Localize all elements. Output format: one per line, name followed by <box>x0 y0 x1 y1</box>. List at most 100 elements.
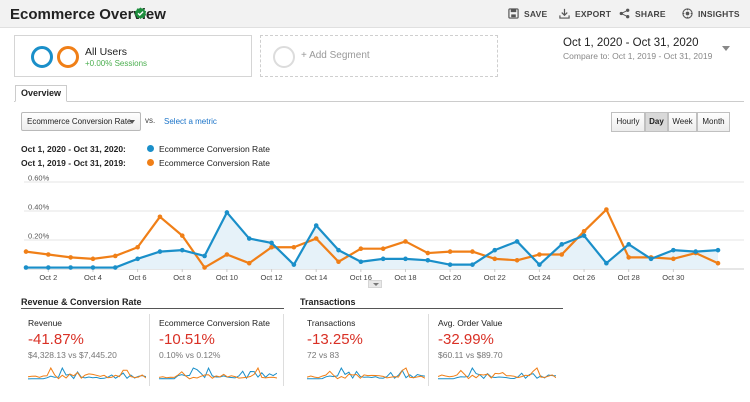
metric-card-revenue[interactable]: Revenue -41.87% $4,328.13 vs $7,445.20 <box>28 314 150 386</box>
date-range-dropdown-icon[interactable] <box>722 46 730 51</box>
metric-card-label: Transactions <box>307 318 356 328</box>
group-title-revenue: Revenue & Conversion Rate <box>21 297 142 307</box>
data-point-compare <box>537 252 542 257</box>
metric-card-label: Ecommerce Conversion Rate <box>159 318 271 328</box>
segment-all-users[interactable]: All Users +0.00% Sessions <box>14 35 252 77</box>
x-tick-label: Oct 30 <box>662 273 684 282</box>
legend-compare-swatch <box>147 159 154 166</box>
y-tick-label: 0.20% <box>28 232 50 241</box>
group-divider-transactions <box>300 308 563 309</box>
insights-label: INSIGHTS <box>698 8 740 19</box>
data-point-current <box>447 262 453 267</box>
data-point-current <box>380 256 386 262</box>
data-point-current <box>425 258 431 263</box>
data-point-current <box>135 256 140 262</box>
insights-button[interactable]: INSIGHTS <box>682 8 740 19</box>
data-point-compare <box>90 256 96 262</box>
data-point-current <box>559 242 565 247</box>
data-point-current <box>604 260 609 266</box>
data-point-compare <box>313 236 319 241</box>
x-tick-label: Oct 4 <box>84 273 102 282</box>
metric-card-transactions[interactable]: Transactions -13.25% 72 vs 83 <box>307 314 429 386</box>
series-line-compare <box>25 208 719 269</box>
metric-dropdown[interactable]: Ecommerce Conversion Rate <box>21 112 141 131</box>
data-point-compare <box>269 244 274 250</box>
segment-current-icon <box>31 46 53 68</box>
series-line-current <box>26 211 719 269</box>
data-point-current <box>291 262 297 267</box>
data-point-current <box>336 247 341 253</box>
data-point-compare <box>604 207 609 212</box>
chevron-down-icon <box>129 120 135 124</box>
x-tick-label: Oct 10 <box>216 273 238 282</box>
main-line-chart[interactable]: 0.60% 0.40% 0.20% Oct 2 Oct 4 Oct 6 Oct 8 Oct 1… <box>0 170 750 290</box>
save-label: SAVE <box>524 8 548 19</box>
chart-expand-handle[interactable] <box>368 280 382 288</box>
add-segment-button[interactable]: + Add Segment <box>260 35 498 77</box>
data-point-current <box>23 265 29 270</box>
metric-card-comparison: $60.11 vs $89.70 <box>438 350 503 360</box>
share-button[interactable]: SHARE <box>619 8 666 19</box>
metric-card-conversion-rate[interactable]: Ecommerce Conversion Rate -10.51% 0.10% … <box>159 314 284 386</box>
export-icon <box>559 8 570 19</box>
data-point-compare <box>447 249 453 254</box>
data-point-current <box>581 233 587 238</box>
data-point-current <box>246 236 252 241</box>
sparkline-current <box>28 366 146 380</box>
data-point-current <box>68 265 73 270</box>
data-point-compare <box>671 256 676 262</box>
export-button[interactable]: EXPORT <box>559 8 611 19</box>
date-range[interactable]: Oct 1, 2020 - Oct 31, 2020 <box>563 37 699 49</box>
top-bar: Ecommerce Overview SAVE EXPORT SHARE INS… <box>0 0 750 28</box>
legend-period-current: Oct 1, 2020 - Oct 31, 2020: <box>21 144 126 154</box>
select-metric-link[interactable]: Select a metric <box>164 117 217 126</box>
data-point-current <box>470 262 475 267</box>
data-point-current <box>90 265 96 270</box>
granularity-month-button[interactable]: Month <box>697 112 730 132</box>
x-tick-label: Oct 2 <box>39 273 57 282</box>
segment-compare-icon <box>57 46 79 68</box>
data-point-current <box>313 223 319 228</box>
data-point-compare <box>135 244 140 250</box>
x-tick-label: Oct 12 <box>261 273 283 282</box>
sparkline-revenue <box>28 366 146 380</box>
data-point-compare <box>581 229 587 234</box>
metric-card-label: Revenue <box>28 318 63 328</box>
data-point-current <box>648 256 654 262</box>
data-point-current <box>358 259 364 265</box>
compare-date-range: Compare to: Oct 1, 2019 - Oct 31, 2019 <box>563 51 713 61</box>
metric-card-avg-order-value[interactable]: Avg. Order Value -32.99% $60.11 vs $89.7… <box>438 314 563 386</box>
data-point-compare <box>514 258 520 263</box>
x-tick-label: Oct 26 <box>573 273 595 282</box>
group-title-transactions: Transactions <box>300 297 356 307</box>
sparkline-current <box>307 366 425 380</box>
metric-card-change: -10.51% <box>159 331 215 348</box>
granularity-day-button[interactable]: Day <box>645 112 668 132</box>
page-title: Ecommerce Overview <box>10 6 166 23</box>
tab-divider <box>14 101 744 102</box>
data-point-current <box>403 256 408 262</box>
insights-icon <box>682 8 693 19</box>
granularity-week-button[interactable]: Week <box>668 112 697 132</box>
metric-card-comparison: $4,328.13 vs $7,445.20 <box>28 350 117 360</box>
legend-current-swatch <box>147 145 154 152</box>
data-point-current <box>514 239 520 244</box>
metric-card-change: -32.99% <box>438 331 494 348</box>
sparkline-transactions <box>307 366 425 380</box>
data-point-current <box>693 249 698 254</box>
data-point-compare <box>23 249 29 254</box>
tab-overview[interactable]: Overview <box>15 85 68 102</box>
sparkline-conversion-rate <box>159 366 277 380</box>
save-button[interactable]: SAVE <box>508 8 547 19</box>
data-point-compare <box>425 250 431 256</box>
sparkline-current <box>438 366 556 380</box>
granularity-hourly-button[interactable]: Hourly <box>611 112 645 132</box>
x-tick-label: Oct 24 <box>528 273 550 282</box>
data-point-compare <box>246 260 252 266</box>
metric-card-comparison: 0.10% vs 0.12% <box>159 350 221 360</box>
save-icon <box>508 8 519 19</box>
verified-check-icon <box>134 7 147 19</box>
data-point-compare <box>403 239 408 244</box>
data-point-compare <box>492 256 498 262</box>
x-tick-label: Oct 28 <box>618 273 640 282</box>
